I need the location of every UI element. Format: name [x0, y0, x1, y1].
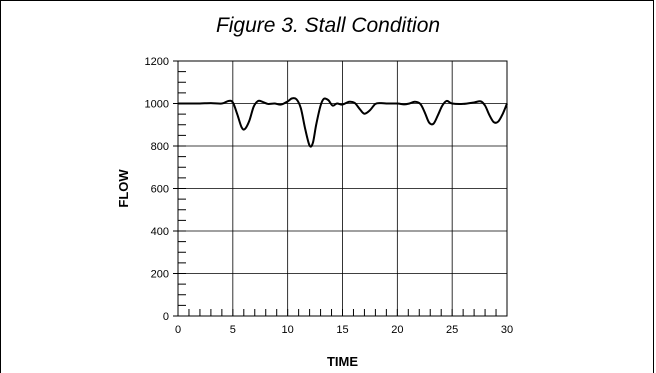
- x-tick-label: 10: [282, 324, 294, 336]
- x-tick-label: 0: [175, 324, 181, 336]
- x-tick-label: 5: [230, 324, 236, 336]
- y-tick-label: 800: [151, 141, 169, 153]
- x-tick-label: 30: [501, 324, 513, 336]
- y-axis-label: FLOW: [116, 169, 131, 208]
- chart-title: Figure 3. Stall Condition: [215, 14, 441, 37]
- y-tick-label: 1200: [145, 56, 169, 68]
- x-tick-label: 20: [391, 324, 403, 336]
- y-tick-label: 600: [151, 184, 169, 196]
- x-tick-label: 15: [336, 324, 348, 336]
- y-tick-label: 200: [151, 269, 169, 281]
- y-tick-label: 1000: [145, 99, 169, 111]
- y-tick-label: 0: [163, 311, 169, 323]
- flow-series-line: [177, 97, 508, 148]
- x-axis-label: TIME: [327, 354, 358, 369]
- x-tick-label: 25: [446, 324, 458, 336]
- y-tick-label: 400: [151, 226, 169, 238]
